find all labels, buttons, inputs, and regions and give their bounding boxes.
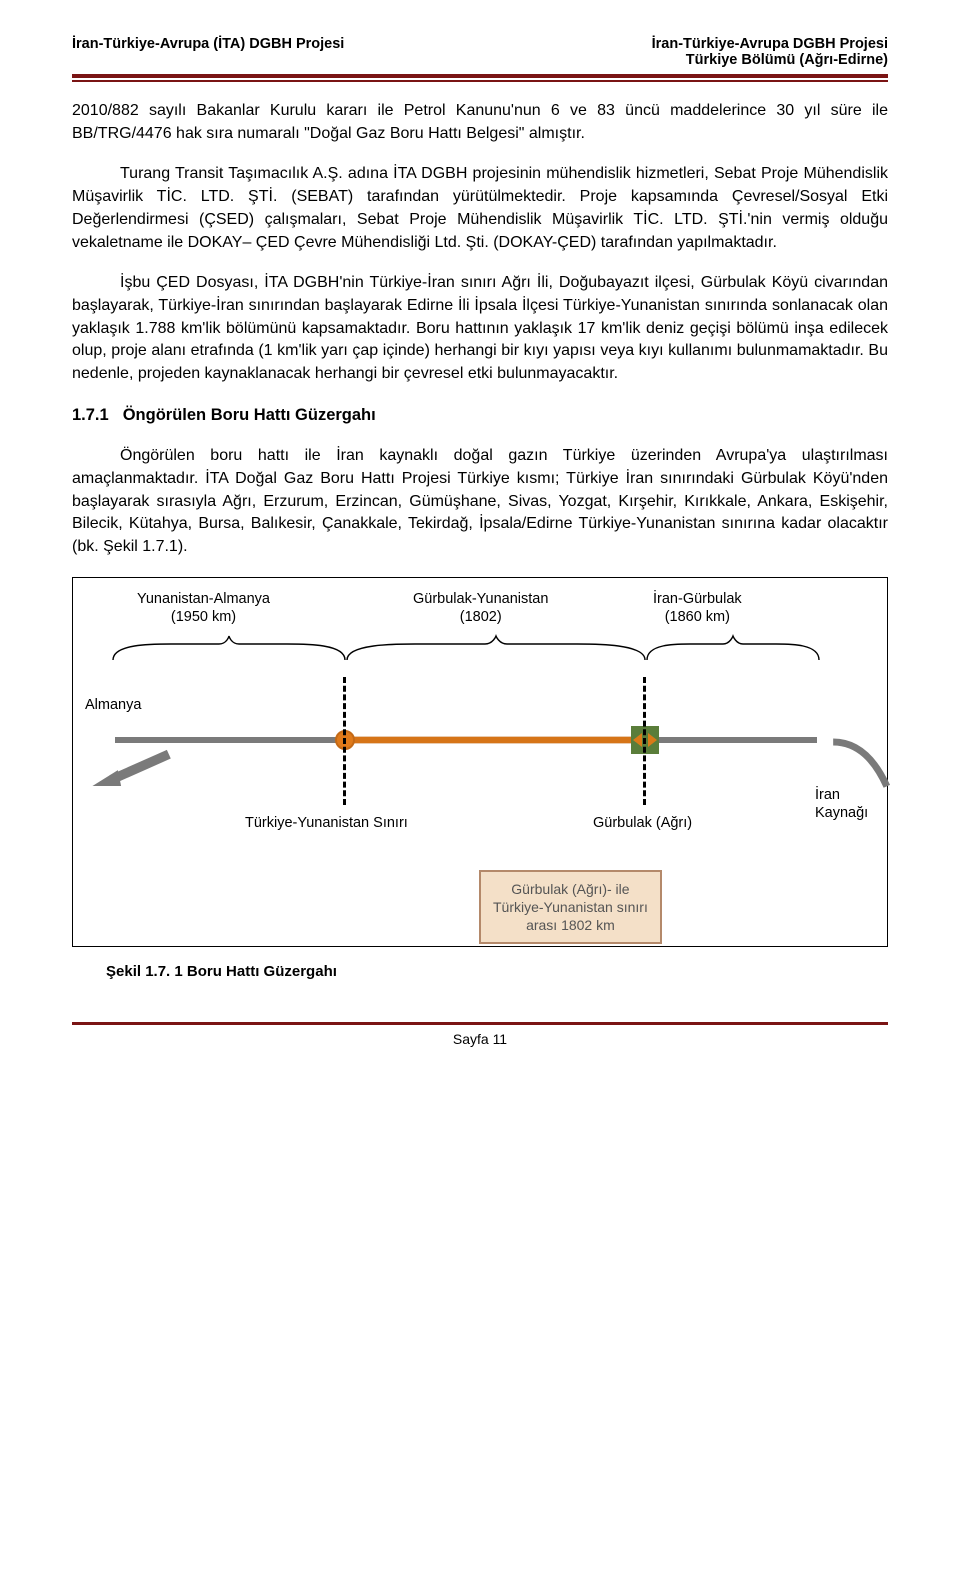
section-heading: 1.7.1 Öngörülen Boru Hattı Güzergahı	[72, 404, 888, 427]
figure-caption: Şekil 1.7. 1 Boru Hattı Güzergahı	[106, 961, 888, 982]
label-yun-alm-l2: (1950 km)	[137, 608, 270, 626]
label-ty-siniri: Türkiye-Yunanistan Sınırı	[245, 814, 408, 832]
label-iran-gur-l2: (1860 km)	[653, 608, 742, 626]
header-right-line1: İran-Türkiye-Avrupa DGBH Projesi	[652, 36, 888, 52]
segment-orange-overlay	[345, 736, 645, 744]
legend-line3: arası 1802 km	[493, 916, 648, 934]
brace-left-icon	[111, 634, 347, 662]
label-gurbulak-yunanistan: Gürbulak-Yunanistan (1802)	[413, 590, 548, 626]
label-gur-yun-l1: Gürbulak-Yunanistan	[413, 590, 548, 608]
section-title-text: Öngörülen Boru Hattı Güzergahı	[123, 406, 376, 424]
label-gur-yun-l2: (1802)	[413, 608, 548, 626]
brace-right-icon	[645, 634, 821, 662]
germany-tail-icon	[67, 716, 207, 786]
label-iran-l2: Kaynağı	[815, 804, 868, 822]
paragraph-1: 2010/882 sayılı Bakanlar Kurulu kararı i…	[72, 100, 888, 145]
paragraph-2-text: Turang Transit Taşımacılık A.Ş. adına İT…	[72, 165, 888, 250]
dash-left	[343, 677, 346, 805]
label-iran-gur-l1: İran-Gürbulak	[653, 590, 742, 608]
header-left: İran-Türkiye-Avrupa (İTA) DGBH Projesi	[72, 36, 344, 52]
paragraph-3-text: İşbu ÇED Dosyası, İTA DGBH'nin Türkiye-İ…	[72, 274, 888, 382]
paragraph-4-text: Öngörülen boru hattı ile İran kaynaklı d…	[72, 447, 888, 555]
legend-box: Gürbulak (Ağrı)- ile Türkiye-Yunanistan …	[479, 870, 662, 945]
header-right-line2: Türkiye Bölümü (Ağrı-Edirne)	[652, 52, 888, 68]
legend-line1: Gürbulak (Ağrı)- ile	[493, 880, 648, 898]
label-yun-alm-l1: Yunanistan-Almanya	[137, 590, 270, 608]
paragraph-4: Öngörülen boru hattı ile İran kaynaklı d…	[72, 445, 888, 559]
label-iran-gurbulak: İran-Gürbulak (1860 km)	[653, 590, 742, 626]
brace-mid-icon	[345, 634, 647, 662]
legend-line2: Türkiye-Yunanistan sınırı	[493, 898, 648, 916]
header-right: İran-Türkiye-Avrupa DGBH Projesi Türkiye…	[652, 36, 888, 68]
label-almanya: Almanya	[85, 696, 141, 714]
pipeline-diagram: Yunanistan-Almanya (1950 km) Gürbulak-Yu…	[72, 577, 888, 947]
page-number: Sayfa 11	[72, 1031, 888, 1047]
dash-right	[643, 677, 646, 805]
label-iran-l1: İran	[815, 786, 868, 804]
paragraph-2: Turang Transit Taşımacılık A.Ş. adına İT…	[72, 163, 888, 254]
segment-grey-right	[645, 737, 817, 743]
footer-rule	[72, 1022, 888, 1025]
label-gurbulak-bottom: Gürbulak (Ağrı)	[593, 814, 692, 832]
header-rule	[72, 74, 888, 82]
section-number: 1.7.1	[72, 404, 109, 427]
label-iran-kaynagi: İran Kaynağı	[815, 786, 868, 822]
label-yunanistan-almanya: Yunanistan-Almanya (1950 km)	[137, 590, 270, 626]
paragraph-3: İşbu ÇED Dosyası, İTA DGBH'nin Türkiye-İ…	[72, 272, 888, 386]
